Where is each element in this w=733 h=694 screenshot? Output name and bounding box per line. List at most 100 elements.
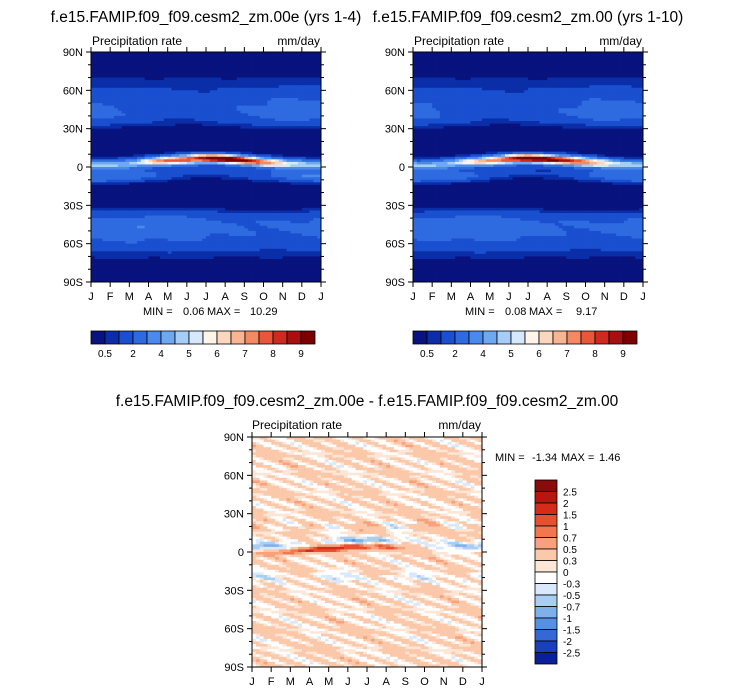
heatmap-cell [94,133,100,137]
heatmap-cell [98,133,104,137]
heatmap-cell [160,105,165,109]
heatmap-cell [294,126,299,130]
heatmap-cell [125,238,130,242]
heatmap-cell [301,223,307,227]
heatmap-cell [282,80,288,84]
heatmap-cell [240,136,245,140]
heatmap-cell [217,182,222,186]
heatmap-cell [98,95,104,99]
heatmap-cell [271,85,276,89]
heatmap-cell [259,243,265,247]
heatmap-cell [102,251,107,255]
heatmap-cell [171,236,176,240]
heatmap-cell [91,110,96,114]
heatmap-cell [106,149,111,153]
heatmap-cell [167,103,173,107]
heatmap-cell [121,110,127,114]
heatmap-cell [217,172,222,176]
heatmap-cell [133,243,138,247]
heatmap-cell [271,192,276,196]
heatmap-cell [121,228,127,232]
heatmap-cell [217,121,222,125]
heatmap-cell [194,108,199,112]
heatmap-cell [259,151,265,155]
heatmap-cell [186,146,192,150]
heatmap-cell [240,210,245,214]
heatmap-cell [309,246,314,250]
heatmap-cell [263,218,268,222]
heatmap-cell [163,110,169,114]
heatmap-cell [194,154,199,158]
heatmap-cell [252,100,257,104]
heatmap-cell [225,207,230,212]
heatmap-cell [121,82,127,86]
heatmap-cell [114,169,119,173]
heatmap-cell [148,54,153,58]
heatmap-cell [202,98,207,102]
heatmap-cell [133,169,138,173]
heatmap-cell [140,253,146,258]
heatmap-cell [98,205,104,209]
heatmap-cell [263,57,268,61]
heatmap-cell [244,159,249,163]
heatmap-cell [309,223,314,227]
heatmap-cell [252,144,257,148]
heatmap-cell [198,207,203,212]
heatmap-cell [301,118,307,122]
heatmap-cell [114,174,119,178]
heatmap-cell [259,133,265,137]
heatmap-cell [110,115,115,120]
heatmap-cell [167,177,173,181]
heatmap-cell [248,259,253,263]
heatmap-cell [106,154,111,158]
heatmap-cell [259,69,265,74]
heatmap-cell [229,177,234,181]
heatmap-cell [175,100,180,104]
heatmap-cell [278,192,284,196]
heatmap-cell [301,138,307,143]
heatmap-cell [183,169,188,173]
heatmap-cell [179,136,184,140]
heatmap-cell [156,167,161,171]
heatmap-cell [229,159,234,163]
heatmap-cell [313,67,318,71]
heatmap-cell [98,69,104,74]
heatmap-cell [194,253,199,258]
heatmap-cell [98,121,104,125]
heatmap-cell [206,159,211,163]
heatmap-cell [275,121,280,125]
heatmap-cell [232,184,238,189]
heatmap-cell [140,149,146,153]
heatmap-cell [313,251,318,255]
heatmap-cell [110,156,115,160]
heatmap-cell [252,131,257,135]
heatmap-cell [140,174,146,178]
heatmap-cell [160,57,165,61]
heatmap-cell [114,236,119,240]
heatmap-cell [301,205,307,209]
heatmap-cell [198,131,203,135]
heatmap-cell [106,213,111,217]
heatmap-cell [171,52,176,56]
heatmap-cell [206,90,211,94]
heatmap-cell [102,62,107,66]
heatmap-cell [183,62,188,66]
heatmap-cell [294,225,299,229]
heatmap-cell [206,195,211,199]
heatmap-cell [275,138,280,143]
heatmap-cell [167,156,173,160]
heatmap-cell [221,128,226,132]
heatmap-cell [252,259,257,263]
heatmap-cell [117,220,123,224]
heatmap-cell [137,195,142,199]
heatmap-cell [144,172,150,176]
heatmap-cell [148,179,153,183]
heatmap-cell [271,177,276,181]
heatmap-cell [213,200,219,204]
heatmap-cell [102,92,107,97]
heatmap-cell [290,57,295,61]
heatmap-cell [221,118,226,122]
heatmap-cell [217,205,222,209]
heatmap-cell [255,92,261,97]
heatmap-cell [282,146,288,150]
